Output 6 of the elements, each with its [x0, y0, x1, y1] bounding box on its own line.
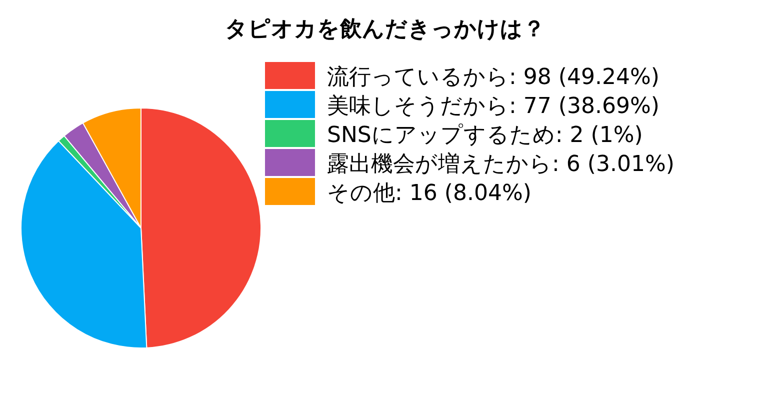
legend-label: 露出機会が増えたから: 6 (3.01%)	[327, 152, 674, 177]
legend-label: 美味しそうだから: 77 (38.69%)	[327, 94, 660, 119]
legend-label: SNSにアップするため: 2 (1%)	[327, 123, 643, 148]
legend-label: その他: 16 (8.04%)	[327, 181, 532, 206]
legend-label: 流行っているから: 98 (49.24%)	[327, 65, 660, 90]
chart-title: タピオカを飲んだきっかけは？	[225, 17, 545, 42]
